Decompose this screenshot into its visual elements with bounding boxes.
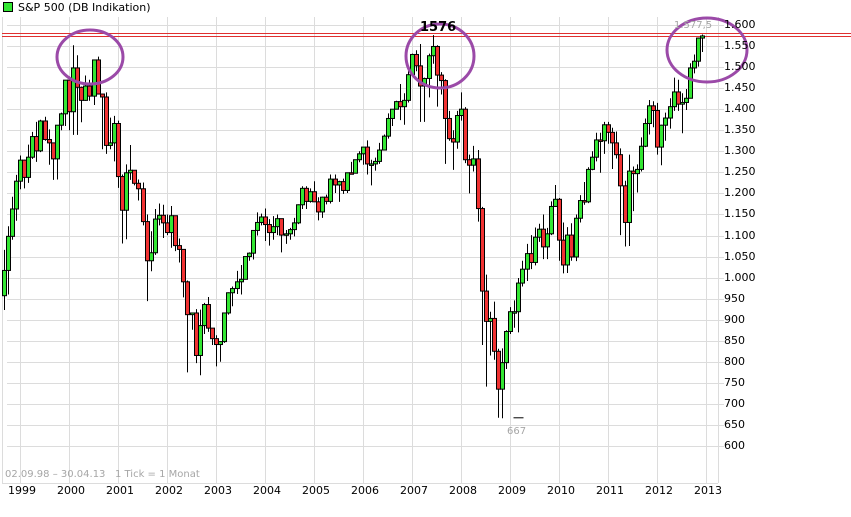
svg-text:1576: 1576 [420,20,456,35]
y-tick-label: 900 [724,313,745,326]
x-tick-label: 2005 [302,484,330,497]
x-tick-label: 2006 [351,484,379,497]
x-tick-label: 2008 [449,484,477,497]
x-tick-label: 2011 [596,484,624,497]
y-tick-label: 1.500 [724,60,756,73]
y-tick-label: 950 [724,292,745,305]
x-tick-label: 2003 [204,484,232,497]
y-tick-label: 750 [724,376,745,389]
x-tick-label: 2001 [106,484,134,497]
y-tick-label: 850 [724,334,745,347]
x-tick-label: 2012 [645,484,673,497]
y-tick-label: 1.600 [724,18,756,31]
y-tick-label: 1.550 [724,39,756,52]
y-tick-label: 1.150 [724,207,756,220]
legend-label: S&P 500 (DB Indikation) [18,0,151,14]
y-tick-label: 1.400 [724,102,756,115]
y-tick-label: 600 [724,439,745,452]
date-range: 02.09.98 – 30.04.13 1 Tick = 1 Monat [5,469,200,480]
y-tick-label: 1.000 [724,271,756,284]
y-tick-label: 1.250 [724,165,756,178]
candles [2,34,705,419]
x-tick-label: 2007 [400,484,428,497]
x-tick-label: 2009 [498,484,526,497]
x-tick-label: 1999 [8,484,36,497]
x-tick-label: 2010 [547,484,575,497]
svg-text:1.577,5: 1.577,5 [674,20,712,31]
y-tick-label: 1.450 [724,81,756,94]
x-tick-label: 2004 [253,484,281,497]
reference-line-1576 [2,33,851,37]
svg-text:667: 667 [507,426,526,437]
y-tick-label: 1.050 [724,250,756,263]
y-tick-label: 700 [724,397,745,410]
legend: S&P 500 (DB Indikation) [3,0,151,14]
tick-info: 1 Tick = 1 Monat [114,469,200,480]
y-tick-label: 650 [724,418,745,431]
legend-swatch-icon [3,2,13,12]
y-tick-label: 1.100 [724,229,756,242]
y-tick-label: 1.300 [724,144,756,157]
date-range-text: 02.09.98 – 30.04.13 [5,469,106,480]
highlight-circles [55,16,749,90]
y-tick-label: 800 [724,355,745,368]
grid-lines [2,17,724,484]
x-tick-label: 2000 [57,484,85,497]
y-tick-label: 1.200 [724,186,756,199]
x-tick-label: 2002 [155,484,183,497]
x-tick-label: 2013 [694,484,722,497]
annotations: 1576 667 1.577,5 [420,20,712,437]
y-tick-label: 1.350 [724,123,756,136]
